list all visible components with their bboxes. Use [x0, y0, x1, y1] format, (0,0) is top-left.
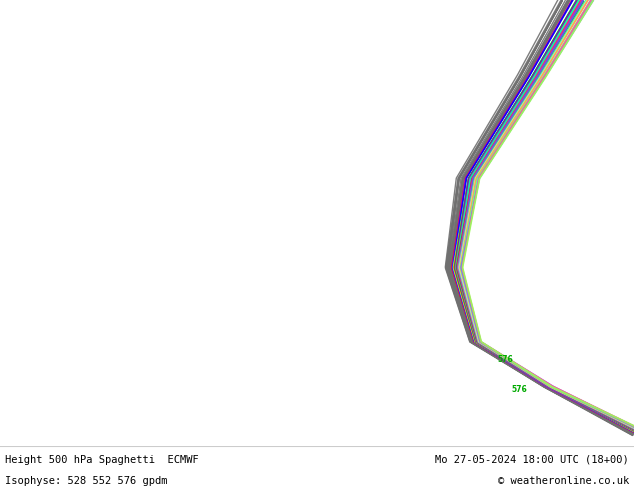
Text: Isophyse: 528 552 576 gpdm: Isophyse: 528 552 576 gpdm [5, 476, 167, 486]
Text: 576: 576 [512, 385, 527, 394]
Text: Mo 27-05-2024 18:00 UTC (18+00): Mo 27-05-2024 18:00 UTC (18+00) [435, 455, 629, 465]
Text: © weatheronline.co.uk: © weatheronline.co.uk [498, 476, 629, 486]
Text: Height 500 hPa Spaghetti  ECMWF: Height 500 hPa Spaghetti ECMWF [5, 455, 199, 465]
Text: 576: 576 [497, 355, 513, 364]
